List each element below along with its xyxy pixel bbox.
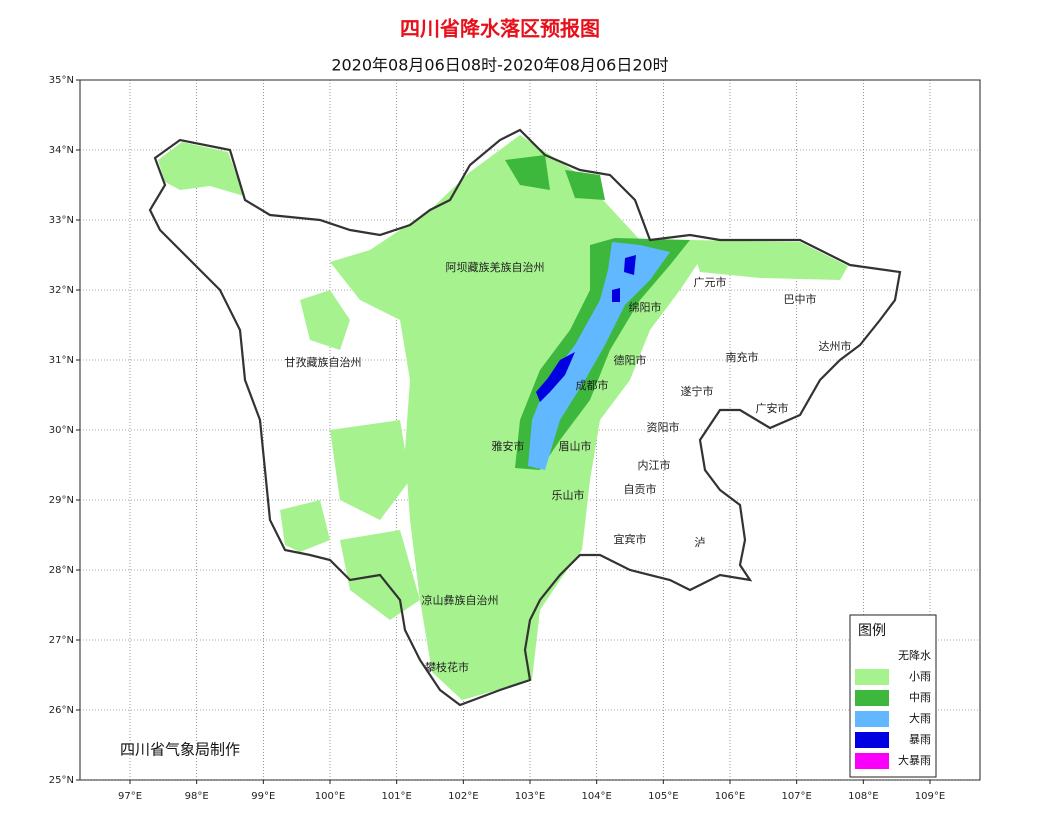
legend-swatch [855,732,889,748]
y-tick-label: 30°N [49,425,74,436]
x-tick-label: 107°E [781,791,811,802]
legend-label: 小雨 [909,670,931,683]
x-tick-label: 108°E [848,791,878,802]
region-label: 内江市 [638,458,671,472]
x-tick-label: 105°E [648,791,678,802]
legend-label: 无降水 [898,648,931,662]
legend-swatch [855,648,889,664]
rainstorm-area [612,288,620,302]
x-tick-label: 102°E [448,791,478,802]
x-tick-label: 104°E [581,791,611,802]
y-tick-label: 25°N [49,775,74,786]
province-boundary [148,128,902,707]
region-label: 德阳市 [614,353,647,367]
x-tick-label: 103°E [515,791,545,802]
rainstorm-area [536,352,575,402]
x-tick-label: 97°E [118,791,142,802]
legend-label: 中雨 [909,691,931,704]
y-tick-label: 32°N [49,285,74,296]
region-label: 广安市 [756,401,789,415]
rainstorm-area [624,255,636,275]
light-rain-area [330,420,410,520]
region-label: 广元市 [694,275,727,289]
x-tick-label: 101°E [381,791,411,802]
light-rain-area [300,290,350,350]
light-rain-area [690,240,848,280]
x-tick-label: 100°E [315,791,345,802]
y-tick-label: 33°N [49,215,74,226]
region-label: 阿坝藏族羌族自治州 [446,260,545,274]
legend-label: 大暴雨 [898,753,931,767]
legend-swatch [855,711,889,727]
region-label: 雅安市 [492,439,525,453]
y-tick-label: 28°N [49,565,74,576]
x-tick-label: 98°E [185,791,209,802]
legend-label: 大雨 [909,711,931,725]
region-label: 泸 [695,536,706,549]
region-label: 自贡市 [624,482,657,496]
subtitle: 2020年08月06日08时-2020年08月06日20时 [331,56,668,75]
region-label: 凉山彝族自治州 [422,593,499,607]
legend-swatch [855,690,889,706]
region-label: 乐山市 [552,488,585,502]
region-label: 资阳市 [647,420,680,434]
y-tick-label: 34°N [49,145,74,156]
legend-label: 暴雨 [909,733,931,746]
legend-swatch [855,753,889,769]
region-label: 宜宾市 [614,532,647,546]
heavy-rain-area [528,242,670,470]
credit: 四川省气象局制作 [120,741,240,759]
x-tick-label: 106°E [715,791,745,802]
y-tick-label: 27°N [49,635,74,646]
y-tick-label: 29°N [49,495,74,506]
y-tick-label: 35°N [49,75,74,86]
region-label: 达州市 [819,339,852,353]
region-label: 遂宁市 [681,384,714,398]
title: 四川省降水落区预报图 [400,17,600,41]
x-tick-label: 109°E [915,791,945,802]
legend-swatch [855,669,889,685]
precip-areas [158,135,848,700]
x-tick-label: 99°E [251,791,275,802]
y-tick-label: 31°N [49,355,74,366]
region-label: 眉山市 [559,439,592,453]
light-rain-area [280,500,330,552]
region-label: 绵阳市 [629,300,662,314]
light-rain-area [158,142,244,196]
region-label: 南充市 [726,350,759,364]
region-label: 甘孜藏族自治州 [285,355,362,369]
region-label: 巴中市 [784,292,817,306]
moderate-rain-area [505,155,550,190]
region-label: 成都市 [576,378,609,392]
y-tick-label: 26°N [49,705,74,716]
moderate-rain-area [565,170,605,200]
legend-title: 图例 [858,623,886,639]
region-label: 攀枝花市 [425,660,469,674]
